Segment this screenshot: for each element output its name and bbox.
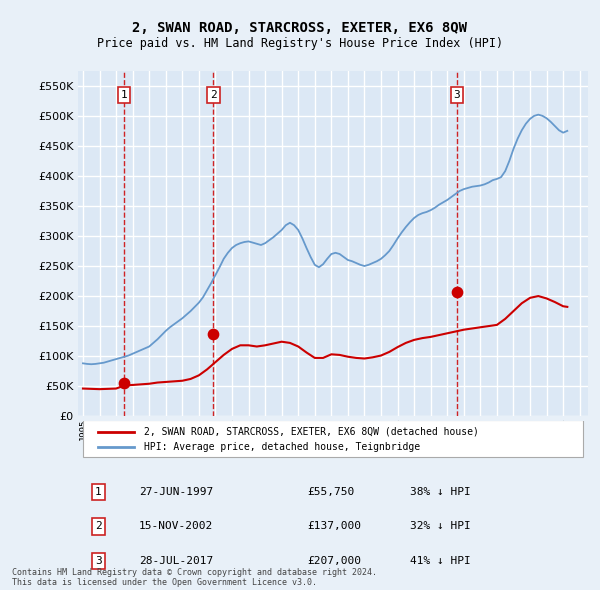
Text: £137,000: £137,000 [308,522,361,532]
Text: 2, SWAN ROAD, STARCROSS, EXETER, EX6 8QW (detached house): 2, SWAN ROAD, STARCROSS, EXETER, EX6 8QW… [145,427,479,437]
Text: £207,000: £207,000 [308,556,361,566]
Text: 3: 3 [95,556,102,566]
Text: 2, SWAN ROAD, STARCROSS, EXETER, EX6 8QW: 2, SWAN ROAD, STARCROSS, EXETER, EX6 8QW [133,21,467,35]
Point [452,287,461,297]
Text: 2: 2 [210,90,217,100]
Text: 15-NOV-2002: 15-NOV-2002 [139,522,214,532]
Text: £55,750: £55,750 [308,487,355,497]
Text: 2: 2 [95,522,102,532]
Text: 32% ↓ HPI: 32% ↓ HPI [409,522,470,532]
FancyBboxPatch shape [83,419,583,457]
Text: 1: 1 [95,487,102,497]
Text: Price paid vs. HM Land Registry's House Price Index (HPI): Price paid vs. HM Land Registry's House … [97,37,503,50]
Text: 3: 3 [454,90,460,100]
Point [119,378,129,388]
Text: Contains HM Land Registry data © Crown copyright and database right 2024.
This d: Contains HM Land Registry data © Crown c… [12,568,377,587]
Point [209,329,218,339]
Text: 28-JUL-2017: 28-JUL-2017 [139,556,214,566]
Text: 1: 1 [121,90,128,100]
Text: 38% ↓ HPI: 38% ↓ HPI [409,487,470,497]
Text: 27-JUN-1997: 27-JUN-1997 [139,487,214,497]
Text: 41% ↓ HPI: 41% ↓ HPI [409,556,470,566]
Text: HPI: Average price, detached house, Teignbridge: HPI: Average price, detached house, Teig… [145,442,421,452]
